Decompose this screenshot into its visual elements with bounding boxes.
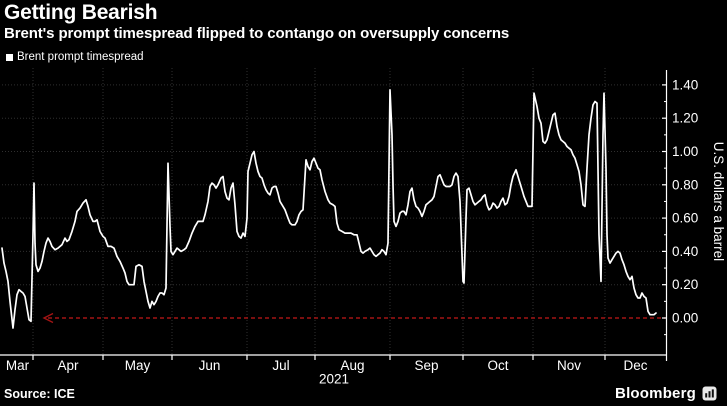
x-tick-label: Aug [340, 358, 364, 373]
bloomberg-terminal-icon [702, 386, 717, 401]
bloomberg-wordmark: Bloomberg [615, 385, 696, 402]
footer-bar: Source: ICE Bloomberg [0, 382, 727, 406]
y-tick-label: 0.60 [672, 211, 698, 226]
zero-line-left-arrow-icon [42, 312, 54, 324]
x-tick-label: May [125, 358, 151, 373]
series-line [1, 89, 657, 329]
x-tick-label: Jun [199, 358, 221, 373]
chart-subtitle: Brent's prompt timespread flipped to con… [4, 25, 510, 42]
legend-square-marker-icon [6, 53, 13, 61]
y-tick-label: 0.80 [672, 177, 698, 192]
x-tick-label: Mar [6, 358, 30, 373]
legend-label: Brent prompt timespread [17, 51, 144, 63]
y-tick-label: 0.40 [672, 244, 698, 259]
x-axis-year-label: 2021 [319, 372, 349, 387]
chart-header: Getting Bearish Brent's prompt timesprea… [4, 0, 727, 43]
brand: Bloomberg [615, 385, 717, 402]
y-tick-label: 1.00 [672, 144, 698, 159]
source-label: Source: ICE [4, 387, 75, 401]
x-tick-label: Apr [57, 358, 79, 373]
x-tick-label: Nov [557, 358, 581, 373]
chart-canvas: Mar Apr May Jun Jul Aug Sep Oct Nov Dec 2021 0.00 0.… [0, 68, 726, 387]
y-tick-label: 0.00 [672, 311, 698, 326]
y-tick-label: 1.40 [672, 77, 698, 92]
y-axis-title: U.S. dollars a barrel [711, 142, 726, 261]
legend: Brent prompt timespread [6, 51, 144, 63]
y-tick-label: 0.20 [672, 277, 698, 292]
chart-plot-area: Mar Apr May Jun Jul Aug Sep Oct Nov Dec 2021 0.00 0.… [0, 58, 727, 388]
x-tick-label: Dec [623, 358, 647, 373]
x-tick-label: Sep [414, 358, 438, 373]
x-tick-label: Jul [272, 358, 289, 373]
y-tick-label: 1.20 [672, 111, 698, 126]
x-tick-label: Oct [487, 358, 508, 373]
chart-title: Getting Bearish [4, 1, 158, 24]
